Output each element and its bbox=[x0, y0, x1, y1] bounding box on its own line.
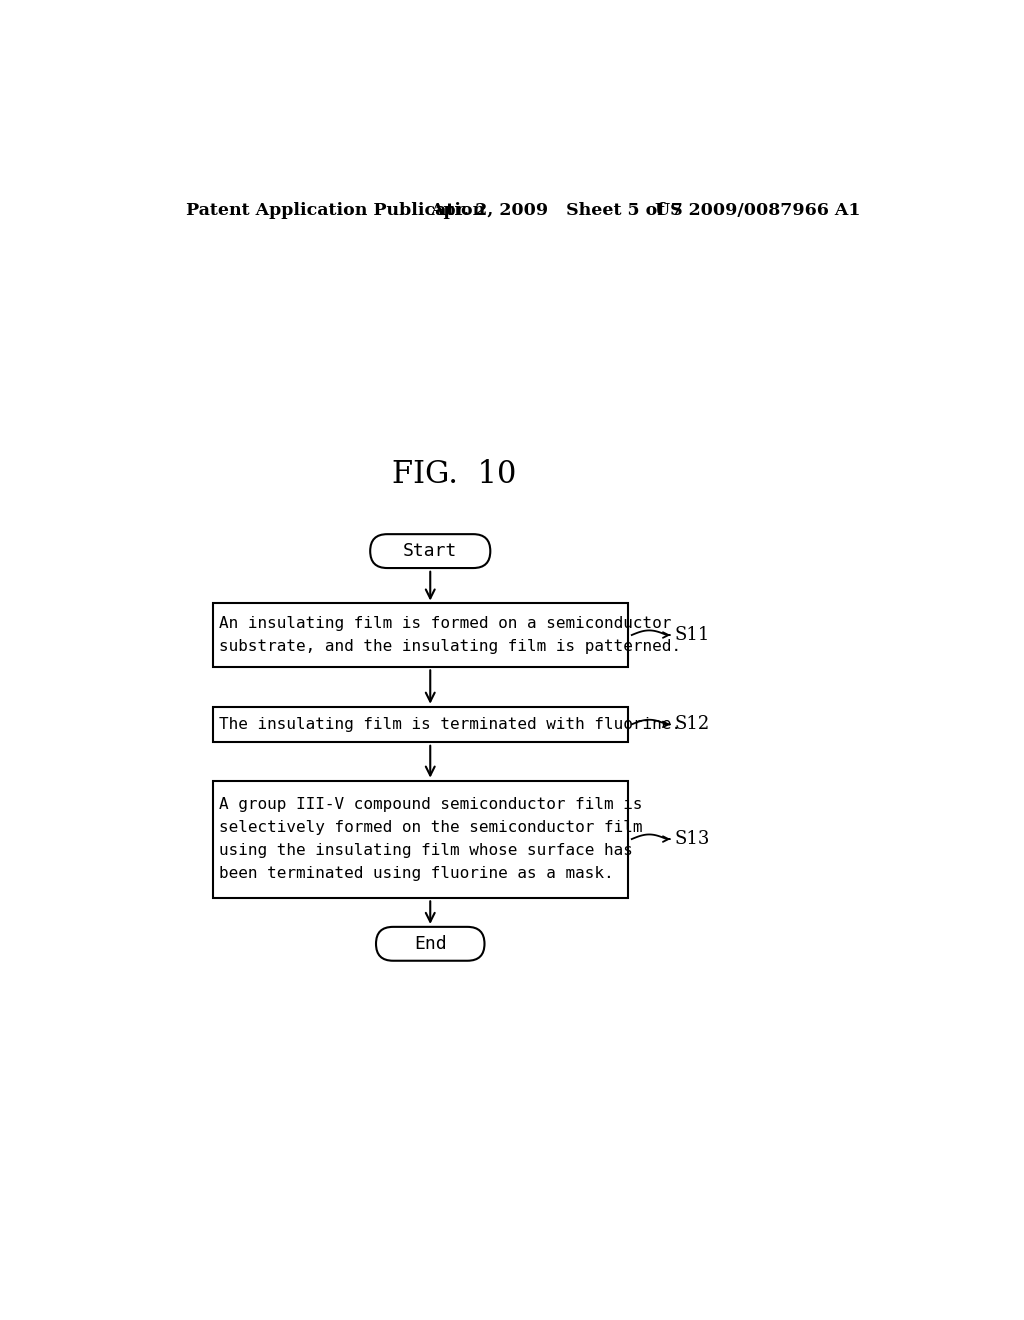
FancyBboxPatch shape bbox=[376, 927, 484, 961]
Text: FIG.  10: FIG. 10 bbox=[391, 458, 516, 490]
Text: S11: S11 bbox=[675, 626, 710, 644]
FancyBboxPatch shape bbox=[213, 780, 628, 898]
Text: US 2009/0087966 A1: US 2009/0087966 A1 bbox=[655, 202, 860, 219]
FancyBboxPatch shape bbox=[213, 603, 628, 667]
FancyBboxPatch shape bbox=[371, 535, 490, 568]
Text: Apr. 2, 2009   Sheet 5 of 7: Apr. 2, 2009 Sheet 5 of 7 bbox=[430, 202, 683, 219]
Text: S12: S12 bbox=[675, 715, 710, 734]
Text: Patent Application Publication: Patent Application Publication bbox=[186, 202, 485, 219]
Text: End: End bbox=[414, 935, 446, 953]
Text: Start: Start bbox=[403, 543, 458, 560]
Text: The insulating film is terminated with fluorine.: The insulating film is terminated with f… bbox=[219, 717, 681, 731]
FancyBboxPatch shape bbox=[213, 706, 628, 742]
Text: An insulating film is formed on a semiconductor
substrate, and the insulating fi: An insulating film is formed on a semico… bbox=[219, 616, 681, 653]
Text: A group III-V compound semiconductor film is
selectively formed on the semicondu: A group III-V compound semiconductor fil… bbox=[219, 797, 643, 880]
Text: S13: S13 bbox=[675, 830, 710, 847]
